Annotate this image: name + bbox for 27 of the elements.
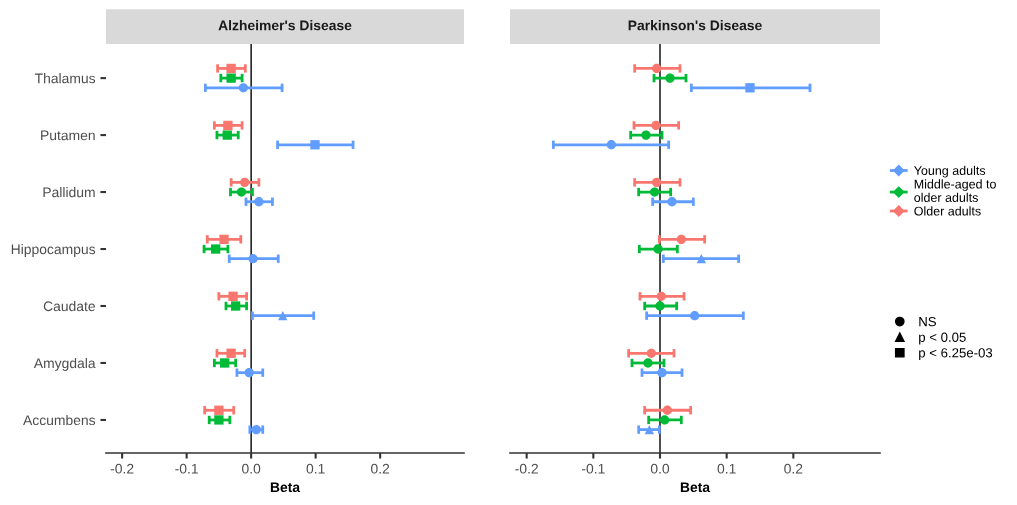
x-axis-title: Beta xyxy=(680,482,711,493)
x-tick-label: -0.2 xyxy=(110,463,134,474)
x-tick-label: -0.1 xyxy=(581,463,605,474)
x-tick-label: 0.0 xyxy=(242,463,261,474)
legend-label: Young adults xyxy=(914,165,986,178)
x-axis-title: Beta xyxy=(270,482,301,493)
x-tick-label: 0.1 xyxy=(717,463,736,474)
chart-title: Alzheimer's Disease xyxy=(218,20,352,31)
legend-label: p < 6.25e-03 xyxy=(919,348,993,361)
chart-title: Parkinson's Disease xyxy=(628,20,762,31)
x-tick-label: 0.1 xyxy=(306,463,325,474)
y-tick-label: Thalamus xyxy=(34,73,96,84)
legend-label: Older adults xyxy=(914,206,981,216)
x-tick-label: -0.1 xyxy=(175,463,198,474)
y-tick-label: Caudate xyxy=(43,300,95,312)
x-tick-label: -0.2 xyxy=(515,463,538,474)
y-tick-label: Hippocampus xyxy=(11,244,96,257)
legend-label: NS xyxy=(919,316,936,327)
legend-label: Middle-aged to older adults xyxy=(914,179,996,202)
y-tick-label: Pallidum xyxy=(43,187,95,198)
y-tick-label: Accumbens xyxy=(23,414,96,426)
x-tick-label: 0.2 xyxy=(784,463,803,474)
x-tick-label: 0.0 xyxy=(650,463,670,474)
x-tick-label: 0.2 xyxy=(371,463,390,474)
legend-label: p < 0.05 xyxy=(919,332,966,345)
y-tick-label: Amygdala xyxy=(33,357,96,371)
y-tick-label: Putamen xyxy=(41,130,95,141)
